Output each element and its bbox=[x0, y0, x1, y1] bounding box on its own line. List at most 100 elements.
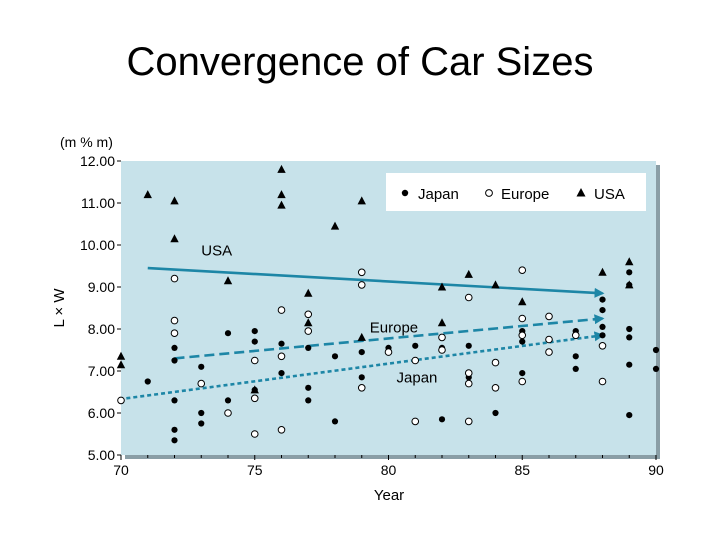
data-point-europe bbox=[545, 312, 553, 321]
data-point-europe bbox=[170, 274, 179, 283]
data-point-usa bbox=[625, 280, 634, 289]
data-point-japan bbox=[572, 365, 579, 372]
y-tick-label: 8.00 bbox=[88, 321, 115, 337]
legend-europe-label: Europe bbox=[501, 186, 549, 203]
data-point-europe bbox=[518, 377, 527, 386]
data-point-japan bbox=[278, 340, 285, 347]
legend-usa-label: USA bbox=[594, 186, 625, 203]
data-point-japan bbox=[171, 357, 178, 364]
x-tick-label: 70 bbox=[113, 462, 129, 478]
data-point-japan bbox=[626, 334, 633, 341]
data-point-usa bbox=[491, 280, 500, 289]
data-point-usa bbox=[143, 190, 152, 199]
data-point-usa bbox=[116, 360, 126, 369]
data-point-europe bbox=[464, 379, 473, 388]
data-point-japan bbox=[331, 353, 339, 360]
trend-label-usa: USA bbox=[201, 242, 232, 259]
data-point-japan bbox=[599, 323, 606, 330]
data-point-japan bbox=[519, 338, 526, 345]
data-point-japan bbox=[626, 412, 633, 419]
data-point-europe bbox=[545, 335, 553, 344]
data-point-europe bbox=[545, 348, 553, 356]
data-point-japan bbox=[652, 365, 660, 372]
data-point-japan bbox=[626, 325, 633, 333]
data-point-europe bbox=[518, 266, 527, 275]
data-point-usa bbox=[304, 318, 313, 327]
y-tick-label: 9.00 bbox=[88, 279, 115, 295]
data-point-japan bbox=[305, 344, 312, 351]
data-point-europe bbox=[464, 417, 473, 426]
data-point-europe bbox=[277, 426, 286, 434]
data-point-usa bbox=[304, 288, 313, 297]
trend-line-japan bbox=[126, 331, 605, 400]
data-point-usa bbox=[170, 234, 179, 243]
data-point-europe bbox=[598, 342, 607, 350]
data-point-europe bbox=[518, 314, 527, 323]
data-point-usa bbox=[277, 190, 286, 199]
x-tick-label: 85 bbox=[514, 462, 530, 478]
data-point-europe bbox=[464, 369, 473, 377]
data-point-japan bbox=[331, 418, 339, 425]
data-point-japan bbox=[198, 409, 205, 417]
data-point-europe bbox=[438, 346, 446, 354]
data-point-europe bbox=[250, 430, 259, 438]
data-point-europe bbox=[357, 384, 366, 392]
data-point-usa bbox=[250, 385, 259, 394]
legend-japan-label: Japan bbox=[418, 186, 459, 203]
data-point-europe bbox=[250, 356, 259, 365]
data-point-japan bbox=[278, 370, 285, 377]
data-point-japan bbox=[224, 397, 232, 404]
legend-europe-marker bbox=[485, 189, 493, 197]
data-point-japan bbox=[305, 384, 312, 391]
data-point-europe bbox=[384, 348, 393, 356]
data-point-japan bbox=[652, 346, 660, 354]
y-tick-label: 5.00 bbox=[88, 447, 115, 463]
data-point-japan bbox=[572, 353, 579, 360]
data-point-japan bbox=[438, 416, 446, 423]
data-point-europe bbox=[277, 352, 286, 361]
legend: Japan Europe USA bbox=[386, 173, 646, 211]
data-point-europe bbox=[571, 331, 580, 340]
data-point-japan bbox=[358, 349, 365, 356]
trend-label-europe: Europe bbox=[370, 319, 418, 336]
data-point-usa bbox=[170, 196, 179, 205]
y-unit-label: (m % m) bbox=[60, 134, 113, 150]
data-point-europe bbox=[224, 409, 232, 417]
data-point-europe bbox=[491, 358, 500, 367]
data-point-japan bbox=[251, 328, 258, 335]
data-point-europe bbox=[464, 293, 473, 302]
data-point-usa bbox=[277, 164, 286, 173]
slide-title: Convergence of Car Sizes bbox=[126, 40, 594, 84]
data-point-usa bbox=[437, 282, 447, 291]
data-point-japan bbox=[224, 330, 232, 337]
data-point-usa bbox=[357, 196, 366, 205]
data-point-europe bbox=[357, 268, 366, 277]
data-point-usa bbox=[625, 257, 634, 266]
data-point-europe bbox=[357, 281, 366, 289]
data-point-japan bbox=[198, 420, 205, 427]
data-point-japan bbox=[519, 370, 526, 377]
data-point-europe bbox=[277, 306, 286, 314]
data-point-europe bbox=[518, 331, 527, 340]
data-point-europe bbox=[438, 333, 446, 342]
data-point-japan bbox=[251, 338, 258, 345]
data-point-europe bbox=[170, 329, 179, 338]
y-tick-label: 6.00 bbox=[88, 405, 115, 421]
data-point-europe bbox=[117, 396, 125, 405]
data-point-japan bbox=[599, 332, 606, 339]
data-point-usa bbox=[464, 269, 473, 278]
data-point-japan bbox=[171, 344, 178, 351]
data-point-japan bbox=[465, 342, 472, 349]
data-point-usa bbox=[223, 276, 233, 285]
data-point-japan bbox=[626, 361, 633, 368]
data-point-usa bbox=[437, 318, 447, 327]
data-point-europe bbox=[411, 417, 420, 426]
legend-box bbox=[386, 173, 646, 211]
trend-line-europe bbox=[174, 314, 605, 360]
data-point-japan bbox=[171, 397, 178, 404]
data-point-europe bbox=[491, 384, 500, 392]
trend-label-japan: Japan bbox=[397, 369, 438, 386]
legend-japan-marker bbox=[401, 189, 409, 197]
y-tick-label: 7.00 bbox=[88, 363, 115, 379]
